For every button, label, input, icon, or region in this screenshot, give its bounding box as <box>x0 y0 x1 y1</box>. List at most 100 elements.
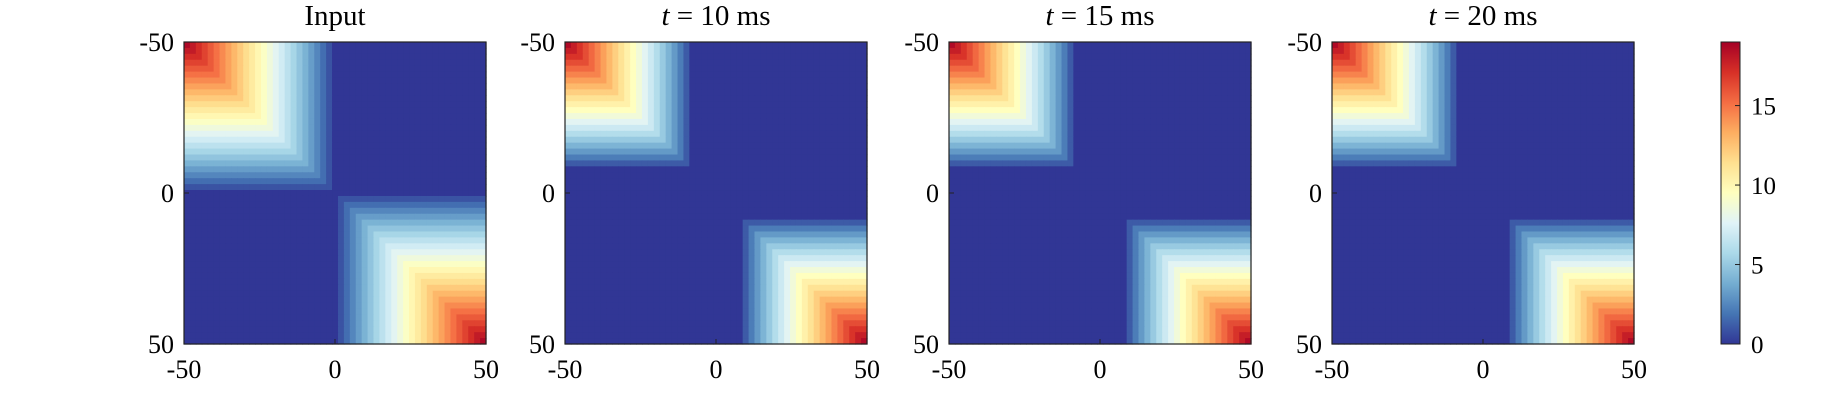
heatmap-cell <box>624 166 631 173</box>
heatmap-cell <box>403 201 410 209</box>
heatmap-cell <box>831 148 838 156</box>
heatmap-cell <box>260 130 268 138</box>
heatmap-cell <box>314 225 321 233</box>
heatmap-cell <box>647 225 655 233</box>
heatmap-cell <box>462 261 469 268</box>
heatmap-cell <box>807 195 815 203</box>
heatmap-cell <box>784 142 791 150</box>
heatmap-cell <box>355 284 363 292</box>
heatmap-cell <box>332 231 339 239</box>
heatmap-cell <box>565 278 572 286</box>
heatmap-cell <box>462 83 469 90</box>
heatmap-cell <box>760 47 767 55</box>
heatmap-cell <box>213 219 221 227</box>
heatmap-cell <box>790 190 797 197</box>
heatmap-cell <box>784 83 791 90</box>
heatmap-cell <box>314 53 321 61</box>
heatmap-cell <box>189 213 197 221</box>
heatmap-cell <box>618 290 625 298</box>
heatmap-cell <box>260 195 268 203</box>
heatmap-cell <box>438 326 446 333</box>
heatmap-cell <box>409 195 416 203</box>
heatmap-cell <box>689 190 696 197</box>
heatmap-cell <box>861 118 868 126</box>
heatmap-cell <box>355 267 363 274</box>
heatmap-cell <box>671 261 679 268</box>
heatmap-cell <box>426 59 434 67</box>
heatmap-cell <box>778 243 785 250</box>
heatmap-cell <box>843 59 850 67</box>
heatmap-cell <box>195 272 203 280</box>
heatmap-cell <box>677 59 685 67</box>
heatmap-cell <box>432 326 440 333</box>
heatmap-cell <box>565 272 572 280</box>
heatmap-cell <box>707 166 714 173</box>
heatmap-cell <box>337 255 345 262</box>
heatmap-cell <box>695 136 702 144</box>
heatmap-cell <box>278 326 286 333</box>
heatmap-cell <box>201 160 209 167</box>
heatmap-cell <box>284 338 292 345</box>
heatmap-cell <box>730 59 738 67</box>
heatmap-cell <box>742 195 750 203</box>
heatmap-cell <box>379 201 386 209</box>
heatmap-cell <box>414 53 422 61</box>
heatmap-cell <box>594 154 602 162</box>
heatmap-cell <box>414 59 422 67</box>
heatmap-cell <box>249 65 256 73</box>
heatmap-cell <box>748 314 756 321</box>
heatmap-cell <box>594 237 602 244</box>
heatmap-cell <box>302 296 309 304</box>
heatmap-cell <box>397 95 404 102</box>
heatmap-cell <box>278 154 286 162</box>
heatmap-cell <box>189 326 197 333</box>
heatmap-cell <box>736 136 744 144</box>
heatmap-cell <box>618 249 625 256</box>
heatmap-cell <box>837 113 844 120</box>
heatmap-cell <box>588 136 596 144</box>
heatmap-cell <box>795 53 803 61</box>
heatmap-cell <box>456 101 463 108</box>
heatmap-cell <box>260 326 268 333</box>
heatmap-cell <box>409 53 416 61</box>
heatmap-cell <box>795 124 803 132</box>
heatmap-cell <box>795 113 803 120</box>
heatmap-cell <box>414 332 422 339</box>
heatmap-cell <box>385 332 392 339</box>
heatmap-cell <box>653 261 661 268</box>
heatmap-cell <box>367 308 375 315</box>
heatmap-cell <box>243 124 250 132</box>
heatmap-cell <box>807 237 815 244</box>
heatmap-cell <box>689 213 696 221</box>
heatmap-cell <box>444 195 452 203</box>
heatmap-cell <box>444 154 452 162</box>
heatmap-cell <box>807 172 815 179</box>
heatmap-cell <box>825 124 833 132</box>
heatmap-cell <box>671 89 679 96</box>
heatmap-cell <box>302 332 309 339</box>
heatmap-cell <box>784 113 791 120</box>
heatmap-cell <box>760 272 767 280</box>
heatmap-cell <box>819 71 827 79</box>
heatmap-cell <box>296 47 304 55</box>
heatmap-cell <box>588 101 596 108</box>
heatmap-cell <box>456 130 463 138</box>
heatmap-cell <box>855 83 862 90</box>
heatmap-cell <box>831 95 838 102</box>
heatmap-cell <box>385 124 392 132</box>
heatmap-cell <box>373 278 381 286</box>
heatmap-cell <box>444 213 452 221</box>
heatmap-cell <box>474 142 481 150</box>
heatmap-cell <box>665 195 673 203</box>
heatmap-cell <box>278 190 286 197</box>
heatmap-cell <box>624 231 631 239</box>
heatmap-cell <box>801 284 809 292</box>
heatmap-cell <box>843 207 850 215</box>
heatmap-cell <box>326 172 333 179</box>
heatmap-cell <box>594 101 602 108</box>
heatmap-cell <box>795 219 803 227</box>
heatmap-cell <box>326 47 333 55</box>
heatmap-cell <box>343 178 351 185</box>
heatmap-cell <box>594 89 602 96</box>
heatmap-cell <box>707 172 714 179</box>
